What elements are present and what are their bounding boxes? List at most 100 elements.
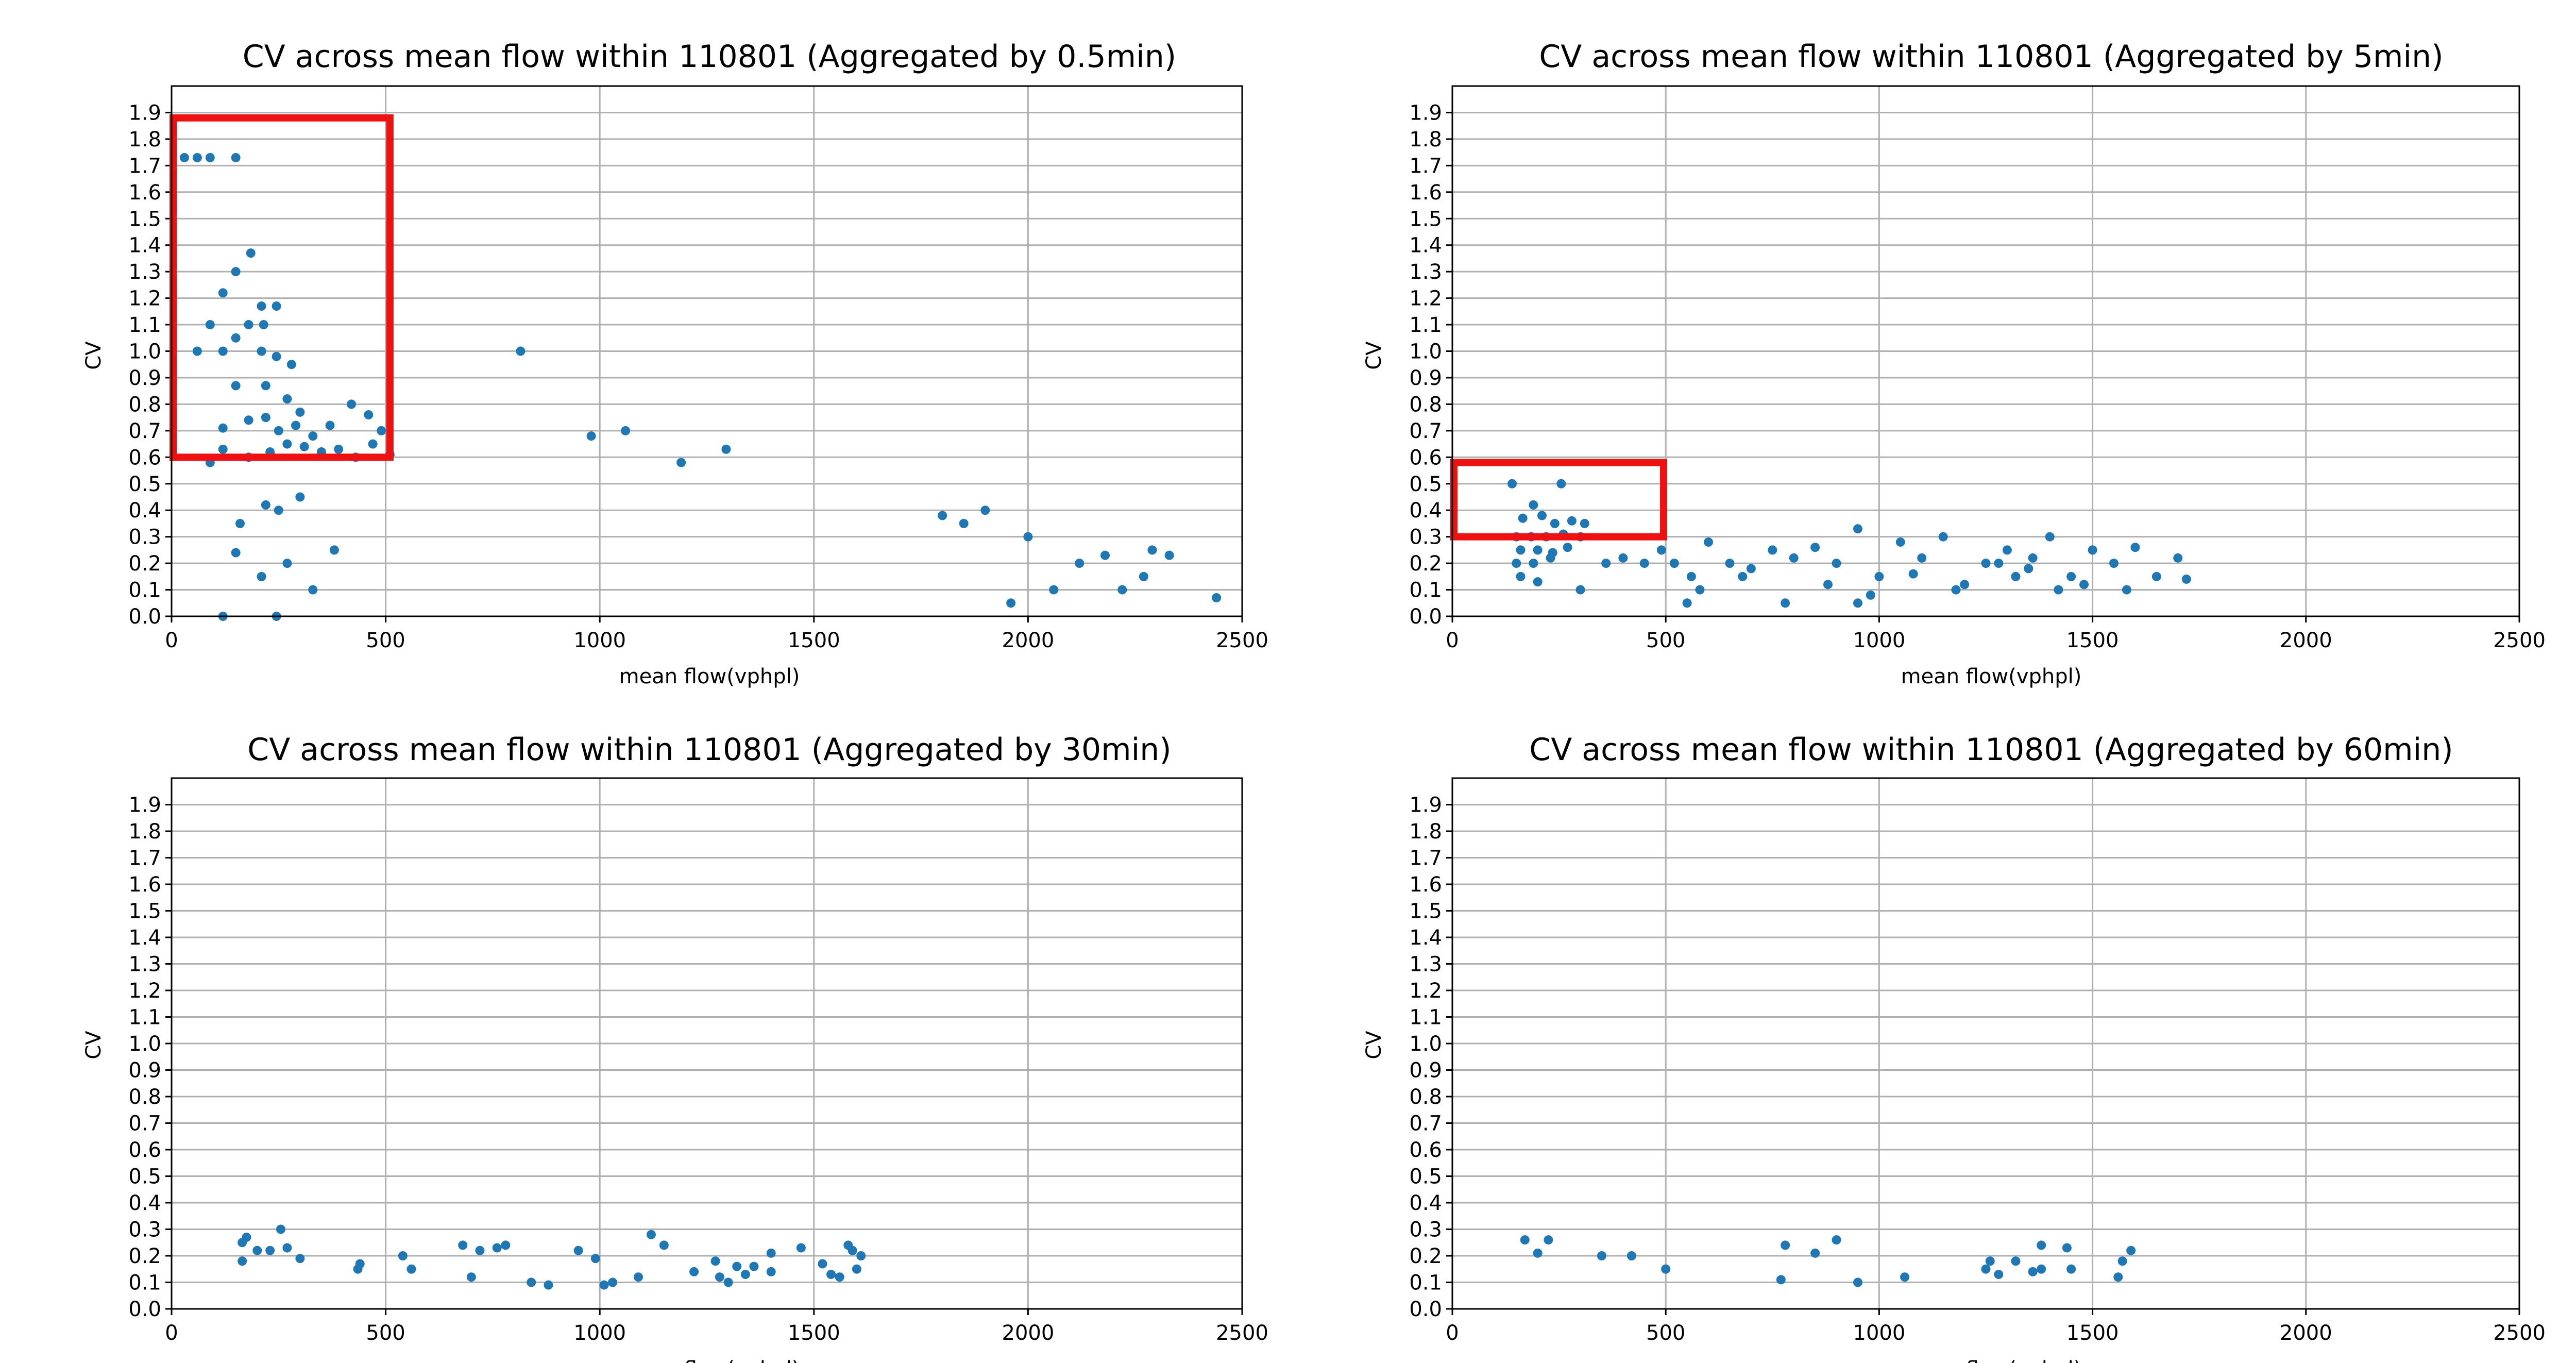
x-tick-label: 2000 [1002, 1321, 1055, 1345]
data-point [238, 1256, 247, 1266]
y-tick-label: 1.8 [1409, 128, 1442, 152]
data-point [590, 1254, 600, 1264]
y-tick-label: 1.0 [128, 1032, 161, 1056]
data-point [1874, 571, 1884, 581]
y-tick-label: 0.2 [1409, 552, 1442, 576]
data-point [586, 431, 596, 441]
x-tick-label: 2500 [2493, 1321, 2546, 1345]
y-tick-label: 1.7 [128, 154, 161, 178]
y-tick-label: 0.0 [1409, 605, 1442, 629]
y-tick-label: 1.9 [1409, 101, 1442, 125]
y-axis-label: CV [82, 1031, 106, 1059]
data-points [1507, 479, 2191, 608]
y-tick-label: 0.2 [1409, 1244, 1442, 1268]
data-point [2126, 1246, 2136, 1255]
data-point [231, 548, 241, 558]
y-tick-label: 1.0 [128, 340, 161, 364]
x-tick-label: 2500 [1216, 629, 1268, 652]
data-point [1768, 545, 1777, 555]
data-point [1810, 1248, 1820, 1258]
y-tick-label: 0.6 [128, 446, 161, 469]
data-point [235, 518, 245, 528]
y-tick-label: 0.5 [1409, 473, 1442, 496]
x-tick-label: 2000 [1002, 629, 1055, 652]
data-point [192, 153, 202, 162]
data-point [257, 301, 266, 311]
data-point [1900, 1272, 1910, 1282]
data-point [257, 346, 266, 356]
y-tick-label: 0.9 [128, 1059, 161, 1083]
grid [1451, 778, 2520, 1310]
plot-frame [171, 85, 1243, 617]
data-point [2151, 571, 2161, 581]
y-tick-label: 1.7 [128, 847, 161, 870]
chart-title: CV across mean flow within 110801 (Aggre… [243, 39, 1176, 75]
data-point [2045, 532, 2055, 542]
data-point [1695, 585, 1705, 595]
y-tick-label: 0.0 [1409, 1298, 1442, 1321]
data-point [1563, 543, 1572, 552]
y-tick-label: 1.7 [1409, 154, 1442, 178]
data-point [329, 545, 339, 555]
data-point [1597, 1251, 1606, 1260]
data-point [291, 420, 301, 430]
y-tick-label: 0.8 [128, 393, 161, 416]
data-point [1853, 1277, 1862, 1287]
chart-title: CV across mean flow within 110801 (Aggre… [247, 732, 1171, 768]
x-tick-label: 500 [1646, 1321, 1685, 1345]
y-tick-label: 0.9 [1409, 366, 1442, 390]
data-point [265, 1246, 275, 1255]
x-tick-label: 0 [165, 629, 178, 652]
y-tick-label: 1.7 [1409, 847, 1442, 870]
data-point [364, 410, 374, 419]
y-tick-label: 0.4 [1409, 1191, 1442, 1215]
y-tick-label: 0.0 [128, 1298, 161, 1321]
data-point [1117, 585, 1127, 595]
y-tick-label: 1.6 [128, 181, 161, 205]
x-tick-label: 2000 [2280, 1321, 2332, 1345]
data-point [2011, 1256, 2021, 1266]
y-tick-label: 0.9 [128, 366, 161, 390]
data-point [1960, 580, 1970, 590]
data-point [1776, 1275, 1786, 1285]
data-point [723, 1277, 733, 1287]
y-tick-label: 0.6 [1409, 446, 1442, 469]
x-tick-label: 1500 [788, 629, 840, 652]
data-point [179, 153, 189, 162]
data-point [1164, 550, 1174, 560]
data-point [2066, 1264, 2076, 1274]
data-point [1550, 518, 1560, 528]
y-tick-label: 1.1 [128, 1006, 161, 1030]
y-tick-label: 1.2 [128, 979, 161, 1003]
y-tick-label: 1.6 [1409, 873, 1442, 897]
data-point [1725, 559, 1735, 568]
data-point [205, 153, 215, 162]
data-point [1832, 559, 1841, 568]
data-point [274, 426, 283, 435]
y-tick-label: 1.6 [128, 873, 161, 897]
data-point [231, 333, 241, 343]
data-point [676, 458, 686, 467]
x-tick-label: 2000 [2280, 629, 2332, 652]
data-point [1100, 550, 1110, 560]
data-point [252, 1246, 262, 1255]
x-axis-label: mean flow(vphpl) [619, 665, 800, 688]
y-tick-label: 0.2 [128, 1244, 161, 1268]
y-tick-label: 1.8 [128, 128, 161, 152]
data-point [2024, 564, 2033, 574]
data-point [2109, 559, 2119, 568]
data-points [238, 1224, 866, 1290]
data-point [299, 442, 309, 451]
data-point [1985, 1256, 1995, 1266]
y-tick-label: 1.3 [1409, 953, 1442, 977]
chart-panel-60min: CV across mean flow within 110801 (Aggre… [1362, 732, 2546, 1363]
data-point [261, 413, 270, 423]
y-tick-label: 0.4 [128, 499, 161, 523]
y-tick-label: 1.5 [128, 900, 161, 923]
data-point [959, 518, 969, 528]
data-point [1546, 553, 1555, 563]
data-point [646, 1230, 656, 1239]
y-tick-label: 0.3 [1409, 526, 1442, 549]
y-tick-label: 1.6 [1409, 181, 1442, 205]
